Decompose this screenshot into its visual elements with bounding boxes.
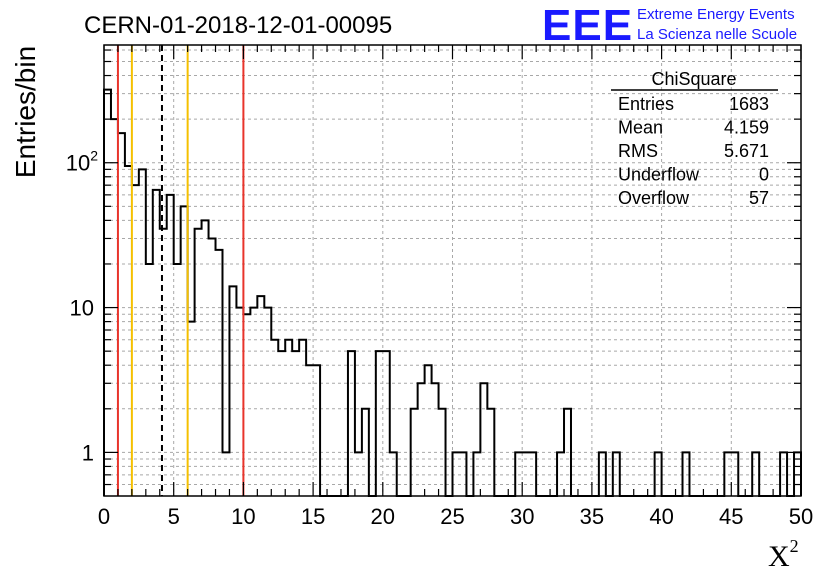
stats-row-label: RMS xyxy=(618,141,658,161)
histogram-bin xyxy=(118,133,125,496)
histogram-bin xyxy=(132,185,139,496)
logo-subtitle-line1: Extreme Energy Events xyxy=(637,6,795,23)
histogram-bin xyxy=(522,452,529,496)
histogram-bin xyxy=(174,264,181,496)
y-tick-label: 10 xyxy=(70,296,94,321)
x-tick-label: 10 xyxy=(231,504,255,529)
histogram-bin xyxy=(780,452,787,496)
y-tick-label: 1 xyxy=(82,440,94,465)
histogram-bin xyxy=(724,452,731,496)
histogram-bin xyxy=(529,452,536,496)
x-axis-label: X2 xyxy=(768,536,799,572)
histogram-bin xyxy=(355,452,362,496)
histogram-bin xyxy=(313,365,320,496)
histogram-bin xyxy=(390,452,397,496)
histogram-bin xyxy=(167,195,174,496)
histogram-bin xyxy=(160,229,167,496)
stats-row-label: Overflow xyxy=(618,188,690,208)
x-tick-label: 40 xyxy=(649,504,673,529)
histogram-bin xyxy=(418,383,425,496)
histogram-bin xyxy=(362,409,369,496)
x-tick-label: 35 xyxy=(580,504,604,529)
x-tick-label: 0 xyxy=(98,504,110,529)
stats-row-label: Mean xyxy=(618,118,663,138)
histogram-bin xyxy=(557,452,564,496)
stats-row-value: 0 xyxy=(759,165,769,185)
histogram-bin xyxy=(383,351,390,496)
histogram-bin xyxy=(229,286,236,496)
histogram-bin xyxy=(278,351,285,496)
stats-row-label: Entries xyxy=(618,94,674,114)
histogram-bin xyxy=(480,383,487,496)
histogram-bin xyxy=(348,351,355,496)
histogram-bin xyxy=(655,452,662,496)
histogram-bin xyxy=(264,308,271,496)
chart-title: CERN-01-2018-12-01-00095 xyxy=(84,12,392,39)
histogram-bin xyxy=(285,340,292,496)
x-tick-label: 15 xyxy=(301,504,325,529)
histogram-bin xyxy=(292,351,299,496)
histogram-bin xyxy=(599,452,606,496)
histogram-bin xyxy=(243,314,250,496)
histogram-bin xyxy=(439,409,446,496)
x-tick-label: 50 xyxy=(789,504,813,529)
x-tick-label: 45 xyxy=(719,504,743,529)
histogram-bin xyxy=(139,169,146,496)
x-tick-label: 30 xyxy=(510,504,534,529)
histogram-bin xyxy=(453,452,460,496)
stats-row-value: 1683 xyxy=(729,94,769,114)
histogram-bin xyxy=(216,250,223,496)
histogram-bin xyxy=(731,452,738,496)
histogram-bin xyxy=(250,308,257,496)
histogram-bin xyxy=(613,452,620,496)
histogram-bin xyxy=(181,206,188,496)
histogram-bin xyxy=(195,229,202,496)
histogram-bin xyxy=(459,452,466,496)
histogram-bin xyxy=(564,409,571,496)
histogram-bin xyxy=(271,340,278,496)
histogram-bin xyxy=(299,340,306,496)
stats-row-value: 4.159 xyxy=(724,118,769,138)
x-tick-label: 5 xyxy=(168,504,180,529)
stats-row-label: Underflow xyxy=(618,165,700,185)
stats-row-value: 57 xyxy=(749,188,769,208)
grid-lines xyxy=(104,45,801,496)
histogram-bin xyxy=(683,452,690,496)
y-axis-label: Entries/bin xyxy=(10,46,41,178)
axis-ticks: 0 5 10 15 20 25 30 35 40 45 50 1 10 102 xyxy=(66,45,813,529)
histogram-bin xyxy=(515,452,522,496)
stats-row-value: 5.671 xyxy=(724,141,769,161)
histogram-bin xyxy=(222,452,229,496)
stats-box: ChiSquare Entries 1683 Mean 4.159 RMS 5.671 Un… xyxy=(611,69,778,208)
histogram-bin xyxy=(104,90,111,496)
histogram-bin xyxy=(153,190,160,496)
histogram-bin xyxy=(209,238,216,496)
histogram-bin xyxy=(188,322,195,496)
x-tick-label: 20 xyxy=(371,504,395,529)
histogram-bin xyxy=(376,351,383,496)
eee-logo: EEE xyxy=(542,1,633,50)
stats-title: ChiSquare xyxy=(651,69,736,89)
histogram-bin xyxy=(125,166,132,496)
y-tick-label: 102 xyxy=(66,148,98,176)
histogram-bin xyxy=(752,452,759,496)
logo-subtitle-line2: La Scienza nelle Scuole xyxy=(637,26,797,43)
histogram-bin xyxy=(487,409,494,496)
histogram-bin xyxy=(432,383,439,496)
histogram-bin xyxy=(473,452,480,496)
histogram-bin xyxy=(202,220,209,496)
histogram-bin xyxy=(236,308,243,496)
histogram-bin xyxy=(306,365,313,496)
marker-lines xyxy=(116,45,245,496)
histogram-bin xyxy=(257,296,264,496)
histogram-bin xyxy=(411,409,418,496)
histogram-bin xyxy=(425,365,432,496)
x-tick-label: 25 xyxy=(440,504,464,529)
histogram-bin xyxy=(146,264,153,496)
